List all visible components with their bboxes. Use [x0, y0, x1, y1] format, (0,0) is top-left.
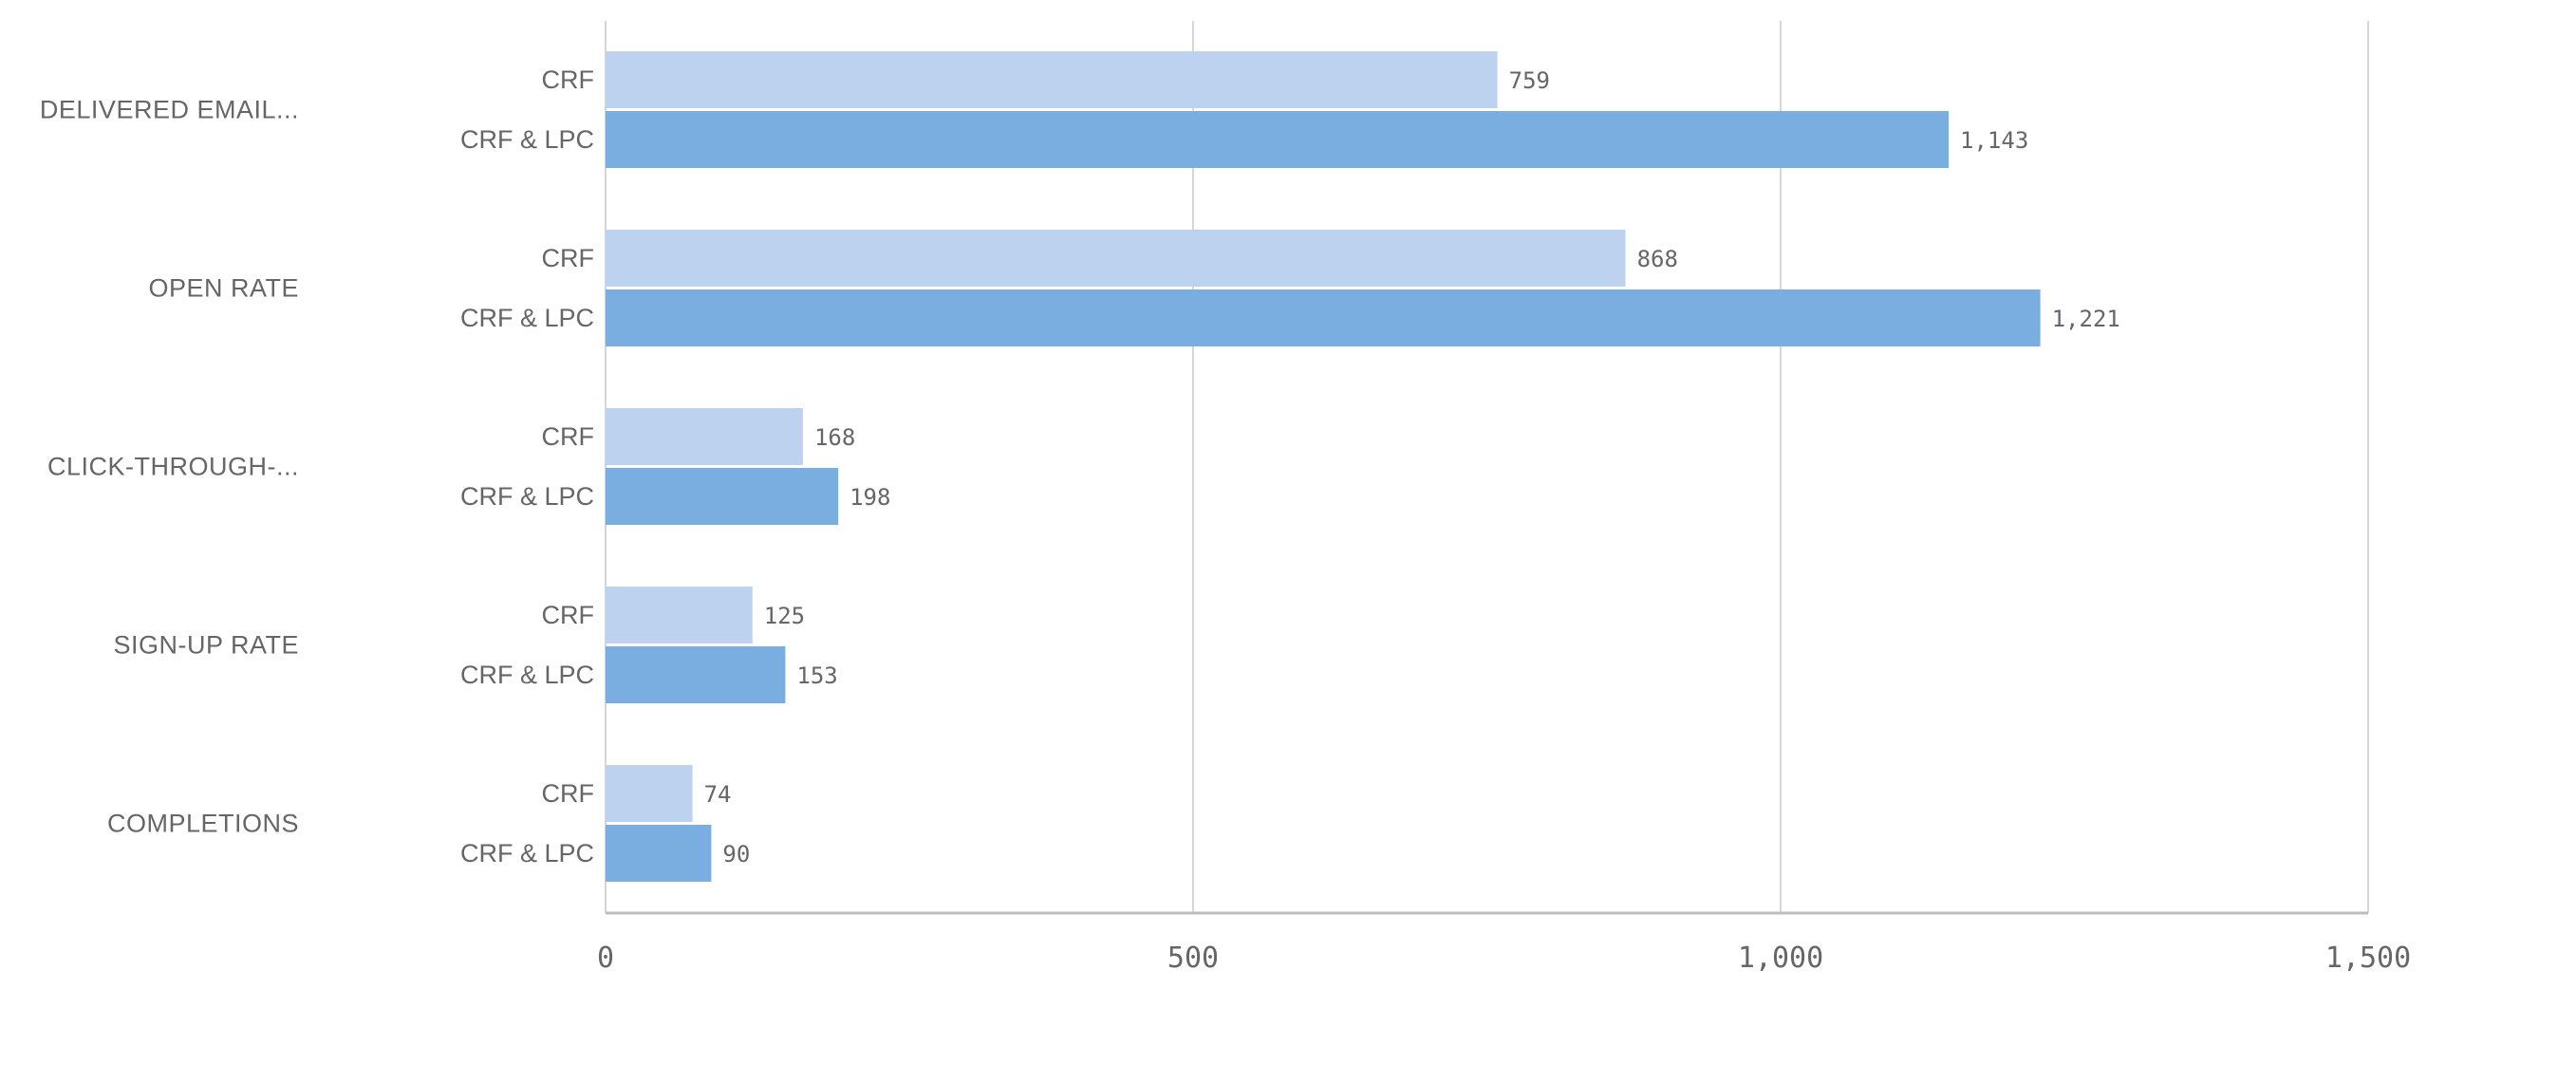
series-label: CRF & LPC — [460, 304, 594, 332]
data-label: 168 — [814, 424, 855, 451]
x-tick-label: 0 — [597, 942, 614, 975]
data-label: 1,143 — [1960, 127, 2028, 154]
data-label: 125 — [764, 603, 805, 629]
bar — [606, 408, 803, 465]
category-label: CLICK-THROUGH-... — [47, 453, 299, 481]
bars — [606, 51, 2041, 882]
data-label: 198 — [849, 484, 890, 511]
x-tick-label: 1,000 — [1738, 942, 1823, 975]
bar — [606, 51, 1498, 108]
data-label: 90 — [722, 841, 750, 867]
bar — [606, 765, 693, 822]
bar — [606, 646, 786, 703]
bar — [606, 825, 712, 882]
series-label: CRF & LPC — [460, 661, 594, 689]
data-label: 74 — [704, 781, 732, 808]
data-label: 1,221 — [2052, 306, 2120, 332]
series-label: CRF & LPC — [460, 482, 594, 511]
bar — [606, 289, 2041, 346]
series-label: CRF — [542, 65, 595, 94]
series-label: CRF — [542, 244, 595, 272]
bar — [606, 587, 753, 644]
category-label: COMPLETIONS — [107, 810, 299, 838]
labels: 0 500 1,000 1,500 CRF 759 CRF & LPC 1,143 DELIVE… — [40, 65, 2411, 975]
series-label: CRF & LPC — [460, 125, 594, 154]
series-label: CRF — [542, 422, 595, 451]
data-label: 153 — [796, 662, 837, 689]
bar — [606, 111, 1950, 168]
data-label: 759 — [1509, 67, 1550, 94]
x-tick-label: 500 — [1167, 942, 1219, 975]
bar — [606, 230, 1626, 287]
series-label: CRF — [542, 779, 595, 808]
category-label: SIGN-UP RATE — [113, 631, 299, 660]
series-label: CRF & LPC — [460, 839, 594, 867]
category-label: DELIVERED EMAIL... — [40, 96, 299, 124]
x-tick-label: 1,500 — [2325, 942, 2411, 975]
bar — [606, 468, 839, 525]
series-label: CRF — [542, 601, 595, 629]
data-label: 868 — [1637, 246, 1678, 272]
gridlines — [605, 21, 2369, 915]
category-label: OPEN RATE — [148, 274, 299, 303]
